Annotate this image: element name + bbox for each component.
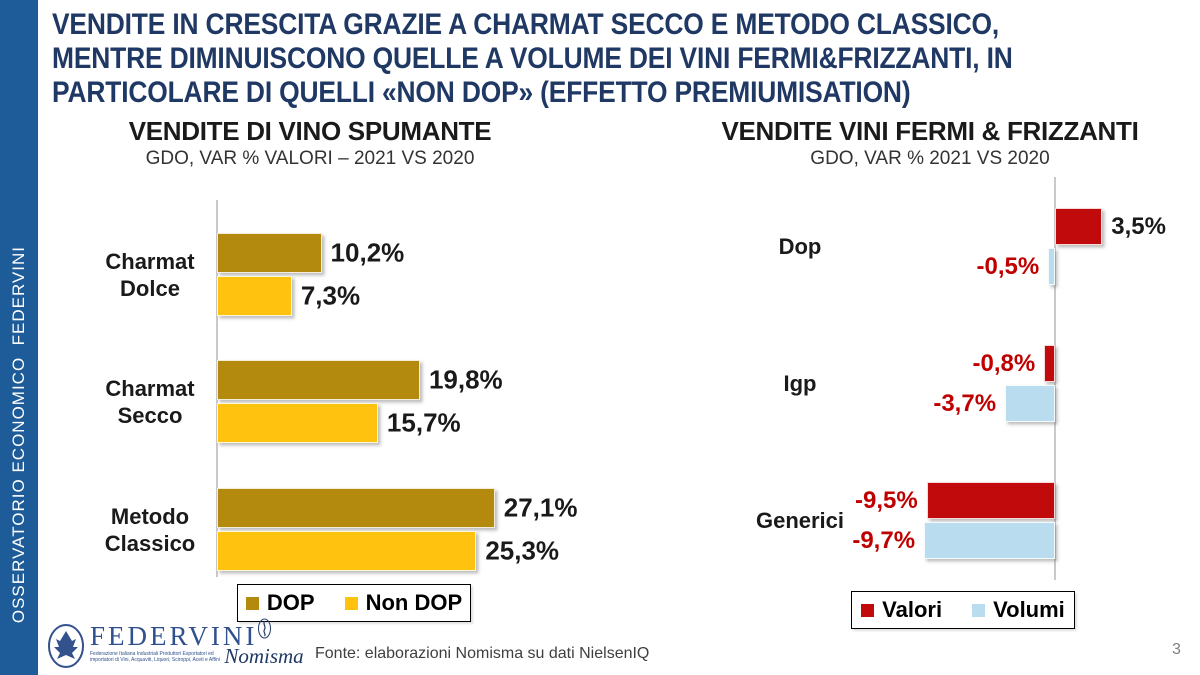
bar-fermi-frizzanti-volumi-generici bbox=[924, 522, 1055, 559]
federvini-tagline: Federazione Italiana Industriali Produtt… bbox=[90, 651, 257, 663]
bar-spumante-non-dop-charmat-dolce bbox=[217, 276, 292, 316]
value-label-fermi-frizzanti-volumi-dop: -0,5% bbox=[976, 252, 1040, 280]
category-label-line: Generici bbox=[755, 508, 845, 533]
legend-label-valori: Valori bbox=[882, 597, 943, 622]
slide-title-text: VENDITE IN CRESCITA GRAZIE A CHARMAT SEC… bbox=[52, 8, 1178, 110]
category-label-igp: Igp bbox=[710, 345, 890, 422]
category-label-line: Charmat bbox=[105, 248, 195, 274]
category-label-line: Charmat bbox=[105, 375, 195, 401]
nomisma-wordmark: Nomisma bbox=[224, 644, 304, 668]
bar-fermi-frizzanti-volumi-igp bbox=[1005, 385, 1055, 422]
bar-fermi-frizzanti-valori-generici bbox=[926, 482, 1055, 519]
axis-line-spumante bbox=[216, 200, 218, 577]
bar-fermi-frizzanti-valori-igp bbox=[1044, 345, 1055, 382]
slide-title: VENDITE IN CRESCITA GRAZIE A CHARMAT SEC… bbox=[52, 8, 1192, 110]
value-label-fermi-frizzanti-valori-dop: 3,5% bbox=[1111, 212, 1166, 240]
category-label-line: Classico bbox=[104, 530, 196, 556]
chart-spumante-subtitle: GDO, VAR % VALORI – 2021 VS 2020 bbox=[145, 148, 475, 169]
value-label-spumante-non-dop-charmat-dolce: 7,3% bbox=[300, 280, 361, 311]
federvini-tagline-line-2: importatori di Vini, Acquaviti, Liquori,… bbox=[90, 657, 220, 663]
nomisma-logo: Nomisma bbox=[224, 618, 304, 669]
federvini-logo: FEDERVINI Federazione Italiana Industria… bbox=[46, 622, 257, 670]
page-number: 3 bbox=[1172, 641, 1181, 658]
legend-label-dop: DOP bbox=[266, 590, 315, 615]
legend-swatch-non-dop bbox=[344, 596, 358, 610]
legend-item-non-dop: Non DOP bbox=[344, 590, 463, 616]
federvini-wordmark: FEDERVINI Federazione Italiana Industria… bbox=[90, 622, 257, 663]
bar-spumante-non-dop-metodo-classico bbox=[217, 531, 477, 571]
chart-spumante-title: VENDITE DI VINO SPUMANTE bbox=[128, 116, 492, 146]
bar-fermi-frizzanti-valori-dop bbox=[1055, 208, 1103, 245]
bar-spumante-dop-metodo-classico bbox=[217, 488, 495, 528]
value-label-fermi-frizzanti-volumi-igp: -3,7% bbox=[933, 389, 997, 417]
category-label-charmat-dolce: Charmat Dolce bbox=[70, 233, 230, 316]
chart-spumante-header: VENDITE DI VINO SPUMANTE GDO, VAR % VALO… bbox=[60, 116, 560, 170]
value-label-spumante-dop-charmat-secco: 19,8% bbox=[428, 364, 503, 395]
category-label-line: Metodo bbox=[110, 503, 190, 529]
legend-swatch-valori bbox=[861, 603, 875, 617]
value-label-fermi-frizzanti-volumi-generici: -9,7% bbox=[852, 526, 916, 554]
legend-label-non-dop: Non DOP bbox=[365, 590, 463, 615]
category-label-metodo-classico: Metodo Classico bbox=[70, 488, 230, 571]
chart-fermi-subtitle: GDO, VAR % 2021 VS 2020 bbox=[810, 148, 1050, 169]
bar-fermi-frizzanti-volumi-dop bbox=[1048, 248, 1055, 285]
legend-swatch-dop bbox=[245, 596, 259, 610]
title-line-3: PARTICOLARE DI QUELLI «NON DOP» (EFFETTO… bbox=[52, 76, 911, 109]
value-label-fermi-frizzanti-valori-igp: -0,8% bbox=[972, 349, 1036, 377]
bar-spumante-dop-charmat-secco bbox=[217, 360, 420, 400]
value-label-spumante-non-dop-charmat-secco: 15,7% bbox=[386, 407, 461, 438]
chart-fermi-title: VENDITE VINI FERMI & FRIZZANTI bbox=[721, 116, 1139, 146]
federvini-eagle-icon bbox=[48, 624, 84, 668]
legend-item-valori: Valori bbox=[861, 597, 942, 623]
sidebar: OSSERVATORIO ECONOMICO FEDERVINI bbox=[0, 0, 38, 675]
source-note: Fonte: elaborazioni Nomisma su dati Niel… bbox=[315, 645, 650, 662]
federvini-tagline-line-1: Federazione Italiana Industriali Produtt… bbox=[90, 651, 214, 657]
chart-fermi-header: VENDITE VINI FERMI & FRIZZANTI GDO, VAR … bbox=[680, 116, 1180, 170]
legend-spumante: DOP Non DOP bbox=[237, 584, 471, 622]
legend-fermi: Valori Volumi bbox=[851, 591, 1075, 629]
bar-spumante-non-dop-charmat-secco bbox=[217, 403, 378, 443]
category-label-charmat-secco: Charmat Secco bbox=[70, 360, 230, 443]
category-label-line: Igp bbox=[783, 371, 817, 396]
value-label-spumante-dop-metodo-classico: 27,1% bbox=[503, 492, 578, 523]
bar-spumante-dop-charmat-dolce bbox=[217, 233, 322, 273]
legend-item-volumi: Volumi bbox=[972, 597, 1065, 623]
value-label-fermi-frizzanti-valori-generici: -9,5% bbox=[855, 486, 918, 514]
legend-label-volumi: Volumi bbox=[993, 597, 1065, 622]
category-label-line: Secco bbox=[117, 402, 183, 428]
federvini-name: FEDERVINI bbox=[90, 621, 258, 651]
title-line-2: MENTRE DIMINUISCONO QUELLE A VOLUME DEI … bbox=[52, 42, 1013, 75]
legend-item-dop: DOP bbox=[245, 590, 315, 616]
legend-swatch-volumi bbox=[972, 603, 986, 617]
value-label-spumante-dop-charmat-dolce: 10,2% bbox=[330, 237, 405, 268]
category-label-dop: Dop bbox=[710, 208, 890, 285]
title-line-1: VENDITE IN CRESCITA GRAZIE A CHARMAT SEC… bbox=[52, 8, 1000, 41]
nomisma-emblem-icon bbox=[257, 618, 271, 639]
category-label-line: Dop bbox=[778, 234, 822, 259]
category-label-generici: Generici bbox=[710, 482, 890, 559]
category-label-line: Dolce bbox=[120, 275, 180, 301]
value-label-spumante-non-dop-metodo-classico: 25,3% bbox=[485, 535, 560, 566]
